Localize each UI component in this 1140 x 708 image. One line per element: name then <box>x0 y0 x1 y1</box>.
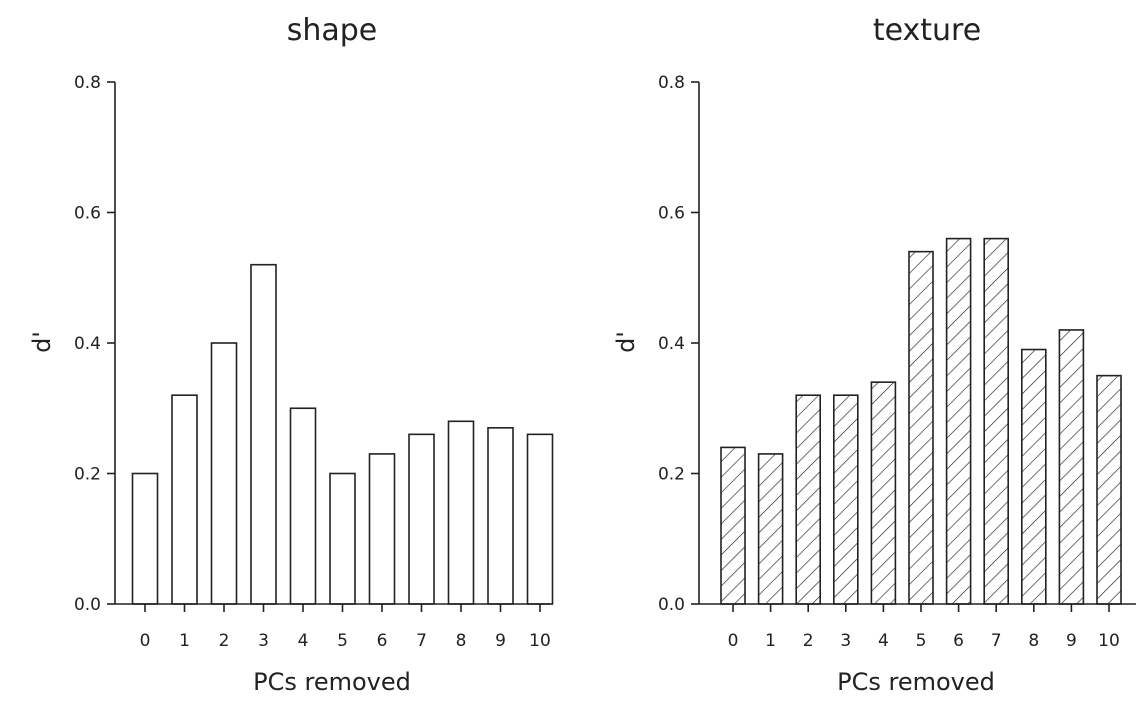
x-tick-label: 5 <box>337 631 348 651</box>
chart-title: shape <box>287 13 378 48</box>
x-tick-label: 6 <box>953 631 964 651</box>
x-tick-label: 10 <box>1098 631 1120 651</box>
x-tick-label: 1 <box>179 631 190 651</box>
chart-title: texture <box>873 13 981 48</box>
y-tick-label: 0.8 <box>74 73 101 93</box>
bar-4 <box>289 407 317 605</box>
bars <box>720 237 1122 605</box>
x-axis-label: PCs removed <box>837 668 995 696</box>
x-tick-label: 9 <box>1066 631 1077 651</box>
x-tick-label: 7 <box>416 631 427 651</box>
x-tick-label: 4 <box>878 631 889 651</box>
y-axis-label: d' <box>28 331 56 353</box>
shape-panel: shape d' PCs removed 0 1 2 3 4 5 6 7 8 9 100.00.20… <box>28 13 554 696</box>
x-tick-label: 9 <box>495 631 506 651</box>
x-tick-label: 10 <box>529 631 551 651</box>
bar-8 <box>1020 348 1047 605</box>
tick-labels: 0 1 2 3 4 5 6 7 8 9 10 0.0 0.2 0.4 0.6 0.8 <box>658 73 1120 651</box>
x-tick-label: 2 <box>803 631 814 651</box>
bar-9 <box>1058 329 1085 605</box>
bar-1 <box>171 394 198 605</box>
x-tick-label: 3 <box>258 631 269 651</box>
x-tick-label: 8 <box>1028 631 1039 651</box>
bar-3 <box>832 394 859 605</box>
y-tick-label: 0.4 <box>74 334 101 354</box>
y-tick-label: 0.2 <box>658 465 685 485</box>
bar-5 <box>908 250 934 605</box>
y-tick-label: 0.2 <box>74 465 101 485</box>
bar-6 <box>945 237 972 605</box>
axes <box>691 81 1136 612</box>
bar-3 <box>250 263 277 605</box>
y-tick-label: 0.8 <box>658 73 685 93</box>
y-tick-label: 0.6 <box>74 204 101 224</box>
x-tick-label: 2 <box>219 631 230 651</box>
y-tick-label: 0.4 <box>658 334 685 354</box>
x-tick-label: 8 <box>456 631 467 651</box>
bar-6 <box>368 453 396 605</box>
bar-10 <box>526 433 554 605</box>
bar-7 <box>408 433 435 605</box>
y-tick-label: 0.0 <box>658 595 685 615</box>
bar-7 <box>983 237 1010 605</box>
x-tick-label: 0 <box>140 631 151 651</box>
tick-labels: 0 1 2 3 4 5 6 7 8 9 10 0.0 0.2 0.4 0.6 0.8 <box>74 73 551 651</box>
x-tick-label: 6 <box>377 631 388 651</box>
bar-0 <box>720 446 746 605</box>
x-tick-label: 5 <box>916 631 927 651</box>
x-tick-label: 3 <box>840 631 851 651</box>
bar-4 <box>870 381 897 605</box>
bar-9 <box>487 427 514 605</box>
texture-panel: texture d' PCs removed 0 1 2 3 4 5 6 7 8 9 10 0.0 0.… <box>612 13 1136 696</box>
bar-0 <box>131 472 159 605</box>
y-tick-label: 0.0 <box>74 595 101 615</box>
axes <box>107 81 550 612</box>
bar-10 <box>1096 374 1122 605</box>
x-axis-label: PCs removed <box>253 668 411 696</box>
x-tick-label: 1 <box>765 631 776 651</box>
y-axis-label: d' <box>612 331 640 353</box>
x-tick-label: 4 <box>298 631 309 651</box>
y-tick-label: 0.6 <box>658 204 685 224</box>
bar-8 <box>447 420 475 605</box>
bar-1 <box>757 453 784 605</box>
x-tick-label: 7 <box>991 631 1002 651</box>
bars <box>131 263 554 605</box>
bar-2 <box>210 342 238 605</box>
x-tick-label: 0 <box>728 631 739 651</box>
bar-2 <box>795 394 822 605</box>
bar-5 <box>329 472 356 605</box>
